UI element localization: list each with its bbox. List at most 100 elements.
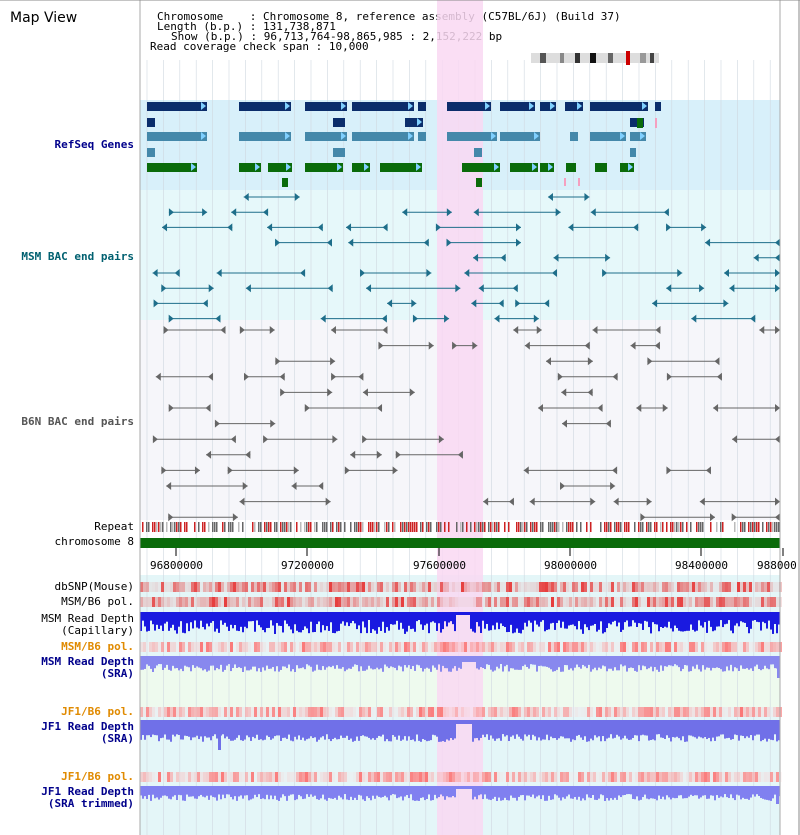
repeat-element xyxy=(674,522,676,532)
jf1-sra-depth-bar xyxy=(408,720,410,737)
msm-sra-depth-bar xyxy=(244,656,246,667)
jf1-pol2-cell xyxy=(275,772,278,782)
dbsnp-cell xyxy=(287,582,290,592)
dbsnp-cell xyxy=(356,582,359,592)
jf1-sra-depth-bar xyxy=(668,720,670,738)
msm-pol-cell xyxy=(482,597,485,607)
jf1-trim-depth-bar xyxy=(168,786,170,799)
gene-strand-arrow xyxy=(341,102,346,110)
jf1-sra-depth-bar xyxy=(728,720,730,738)
msm-pol-cell xyxy=(419,597,422,607)
msm-pol-cell xyxy=(440,597,443,607)
jf1-sra-depth-bar xyxy=(266,720,268,736)
msm-sra-depth-bar xyxy=(144,656,146,669)
jf1-sra-depth-bar xyxy=(644,720,646,736)
jf1-sra-depth-bar xyxy=(222,720,224,735)
msm-capillary-depth-bar xyxy=(300,612,302,633)
msm-sra-depth-bar xyxy=(284,656,286,667)
b6n-bac-pair-end xyxy=(194,466,200,475)
jf1-trim-depth-bar xyxy=(338,786,340,796)
msm-pol2-cell xyxy=(749,642,752,652)
jf1-trim-depth-bar xyxy=(210,786,212,796)
gene-feature xyxy=(239,132,291,141)
jf1-pol2-cell xyxy=(752,772,755,782)
dbsnp-cell xyxy=(419,582,422,592)
jf1-pol-cell xyxy=(140,707,143,717)
jf1-trim-depth-bar xyxy=(510,786,512,796)
jf1-pol-cell xyxy=(512,707,515,717)
jf1-pol2-cell xyxy=(248,772,251,782)
msm-capillary-depth-bar xyxy=(174,612,176,631)
msm-sra-depth-bar xyxy=(722,656,724,672)
msm-pol-cell xyxy=(638,597,641,607)
jf1-trim-depth-bar xyxy=(762,786,764,799)
msm-pol2-cell xyxy=(422,642,425,652)
jf1-sra-depth-bar xyxy=(436,720,438,737)
dbsnp-cell xyxy=(551,582,554,592)
msm-pol2-cell xyxy=(491,642,494,652)
msm-sra-depth-bar xyxy=(344,656,346,672)
msm-capillary-depth-bar xyxy=(730,612,732,631)
jf1-trim-depth-bar xyxy=(442,786,444,797)
msm-sra-depth-bar xyxy=(526,656,528,667)
gene-strand-arrow xyxy=(491,132,496,140)
msm-capillary-depth-bar xyxy=(450,612,452,622)
jf1-sra-depth-bar xyxy=(664,720,666,740)
repeat-element xyxy=(172,522,174,532)
jf1-sra-depth-bar xyxy=(778,720,780,741)
dbsnp-cell xyxy=(335,582,338,592)
repeat-element xyxy=(678,522,680,532)
msm-bac-pair-end xyxy=(663,208,669,217)
jf1-pol2-cell xyxy=(518,772,521,782)
msm-bac-pair-end xyxy=(326,238,332,247)
jf1-pol-cell xyxy=(152,707,155,717)
msm-pol-cell xyxy=(299,597,302,607)
jf1-pol-cell xyxy=(575,707,578,717)
msm-sra-depth-bar xyxy=(254,656,256,667)
jf1-trim-depth-bar xyxy=(378,786,380,797)
msm-pol-cell xyxy=(683,597,686,607)
jf1-sra-depth-bar xyxy=(760,720,762,742)
dbsnp-cell xyxy=(161,582,164,592)
msm-pol-cell xyxy=(449,597,452,607)
jf1-trim-depth-bar xyxy=(674,786,676,799)
msm-sra-depth-bar xyxy=(444,656,446,669)
dbsnp-cell xyxy=(299,582,302,592)
repeat-element xyxy=(466,522,468,532)
msm-capillary-depth-bar xyxy=(526,612,528,627)
msm-pol-cell xyxy=(335,597,338,607)
msm-pol-cell xyxy=(602,597,605,607)
jf1-trim-depth-bar xyxy=(556,786,558,796)
jf1-trim-depth-bar xyxy=(748,786,750,800)
msm-sra-depth-bar xyxy=(212,656,214,666)
jf1-trim-depth-bar xyxy=(422,786,424,798)
jf1-pol-cell xyxy=(278,707,281,717)
jf1-trim-depth-bar xyxy=(598,786,600,799)
msm-capillary-depth-bar xyxy=(324,612,326,631)
jf1-pol-cell xyxy=(482,707,485,717)
jf1-pol-cell xyxy=(239,707,242,717)
jf1-trim-depth-bar xyxy=(628,786,630,795)
msm-capillary-depth-bar xyxy=(694,612,696,632)
msm-capillary-depth-bar xyxy=(768,612,770,621)
jf1-pol2-cell xyxy=(434,772,437,782)
msm-sra-depth-bar xyxy=(750,656,752,669)
jf1-pol2-cell xyxy=(569,772,572,782)
b6n-bac-pair-end xyxy=(655,326,661,334)
jf1-pol-cell xyxy=(356,707,359,717)
msm-capillary-depth-bar xyxy=(626,612,628,621)
msm-pol2-cell xyxy=(284,642,287,652)
jf1-trim-depth-bar xyxy=(514,786,516,798)
msm-capillary-depth-bar xyxy=(444,612,446,622)
msm-capillary-depth-bar xyxy=(458,612,460,615)
dbsnp-cell xyxy=(509,582,512,592)
jf1-sra-depth-bar xyxy=(248,720,250,738)
msm-sra-depth-bar xyxy=(414,656,416,671)
jf1-sra-depth-bar xyxy=(418,720,420,741)
b6n-bac-pair-end xyxy=(208,372,214,381)
msm-sra-depth-bar xyxy=(176,656,178,669)
dbsnp-cell xyxy=(683,582,686,592)
dbsnp-cell xyxy=(410,582,413,592)
msm-sra-depth-bar xyxy=(744,656,746,669)
